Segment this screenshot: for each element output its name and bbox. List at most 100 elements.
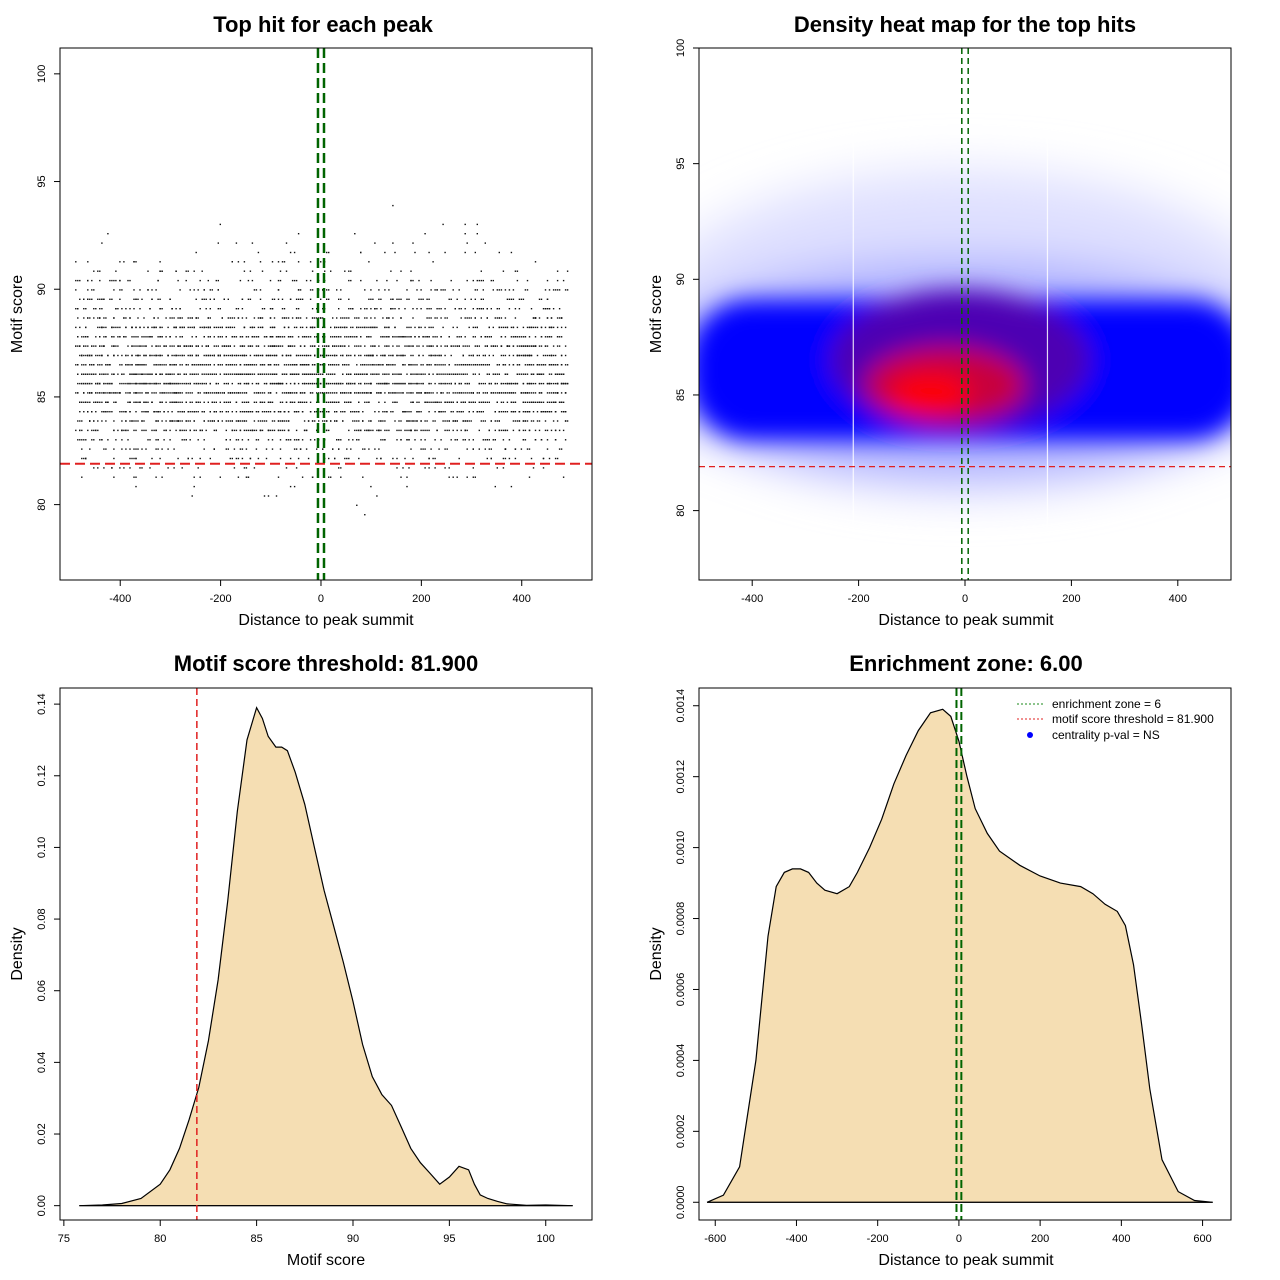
scatter-point: [137, 392, 139, 394]
scatter-point: [233, 336, 236, 338]
scatter-point: [85, 354, 87, 357]
scatter-point: [564, 411, 567, 413]
scatter-point: [376, 457, 378, 460]
scatter-point: [466, 429, 468, 432]
scatter-point: [428, 364, 430, 366]
scatter-point: [235, 373, 238, 375]
scatter-point: [231, 354, 233, 357]
scatter-point: [494, 485, 496, 488]
scatter-point: [297, 298, 300, 300]
scatter-point: [135, 373, 137, 375]
scatter-point: [454, 439, 456, 441]
distance-density-x-tick-label: 600: [1193, 1233, 1211, 1245]
scatter-point: [91, 382, 93, 385]
scatter-point: [352, 336, 354, 338]
scatter-point: [141, 336, 143, 338]
scatter-point: [189, 382, 191, 385]
scatter-point: [412, 345, 414, 347]
heatmap-x-tick-label: -400: [741, 593, 763, 605]
scatter-point: [406, 485, 408, 488]
scatter-point: [382, 411, 384, 413]
scatter-point: [167, 326, 169, 329]
scatter-point: [161, 326, 163, 329]
scatter-point: [328, 382, 330, 385]
scatter-point: [386, 364, 388, 366]
scatter-point: [414, 429, 416, 432]
scatter-point: [396, 279, 398, 282]
scatter-point: [309, 336, 312, 338]
scatter-point: [424, 420, 426, 422]
scatter-point: [93, 401, 95, 403]
scatter-point: [450, 345, 452, 347]
scatter-point: [374, 326, 376, 329]
scatter-point: [307, 420, 310, 422]
scatter-point: [261, 317, 264, 319]
scatter-point: [83, 298, 85, 300]
scatter-point: [364, 345, 366, 347]
heatmap-y-label: Motif score: [648, 275, 665, 353]
scatter-point: [424, 326, 426, 329]
scatter-point: [311, 270, 314, 272]
scatter-point: [89, 401, 91, 403]
scatter-point: [193, 364, 195, 366]
scatter-point: [217, 420, 219, 422]
score-density-y-label: Density: [9, 927, 26, 980]
scatter-point: [494, 317, 496, 319]
scatter-point: [241, 308, 244, 310]
scatter-point: [314, 373, 316, 375]
scatter-point: [189, 401, 191, 403]
scatter-point: [103, 345, 105, 347]
scatter-point: [187, 270, 189, 272]
scatter-point: [388, 364, 390, 366]
scatter-point: [281, 308, 284, 310]
scatter-point: [526, 354, 529, 357]
scatter-point: [332, 354, 334, 357]
scatter-point: [109, 279, 111, 282]
scatter-point: [115, 345, 117, 347]
scatter-point: [189, 373, 191, 375]
scatter-point: [456, 476, 458, 478]
scatter-point: [510, 392, 513, 394]
scatter-point: [213, 420, 215, 422]
scatter-point: [456, 298, 458, 300]
scatter-point: [225, 439, 227, 441]
scatter-point: [153, 392, 155, 394]
scatter-point: [187, 382, 189, 385]
scatter-point: [173, 392, 175, 394]
scatter-point: [79, 345, 81, 347]
scatter-point: [322, 411, 324, 413]
scatter-point: [436, 364, 438, 366]
scatter-point: [99, 364, 101, 366]
scatter-point: [197, 401, 199, 403]
scatter-point: [221, 364, 223, 366]
scatter-point: [428, 308, 430, 310]
scatter-point: [113, 336, 115, 338]
scatter-point: [344, 317, 346, 319]
scatter-point: [155, 373, 157, 375]
scatter-point: [418, 401, 420, 403]
scatter-point: [468, 354, 470, 357]
scatter-point: [193, 373, 195, 375]
scatter-point: [412, 382, 414, 385]
scatter-point: [514, 336, 517, 338]
scatter-point: [257, 392, 260, 394]
scatter-point: [231, 364, 233, 366]
scatter-point: [253, 420, 256, 422]
scatter-point: [440, 345, 442, 347]
scatter-point: [552, 382, 555, 385]
scatter-point: [97, 392, 99, 394]
scatter-point: [263, 373, 266, 375]
scatter-point: [83, 411, 85, 413]
scatter-point: [183, 373, 185, 375]
scatter-point: [279, 457, 282, 460]
scatter-point: [255, 448, 258, 450]
scatter-point: [205, 364, 207, 366]
scatter-point: [434, 401, 436, 403]
scatter-point: [500, 289, 503, 291]
scatter-point: [564, 326, 567, 329]
scatter-point: [77, 345, 79, 347]
scatter-point: [530, 364, 533, 366]
scatter-point: [127, 345, 129, 347]
scatter-point: [478, 354, 480, 357]
scatter-point: [366, 364, 368, 366]
